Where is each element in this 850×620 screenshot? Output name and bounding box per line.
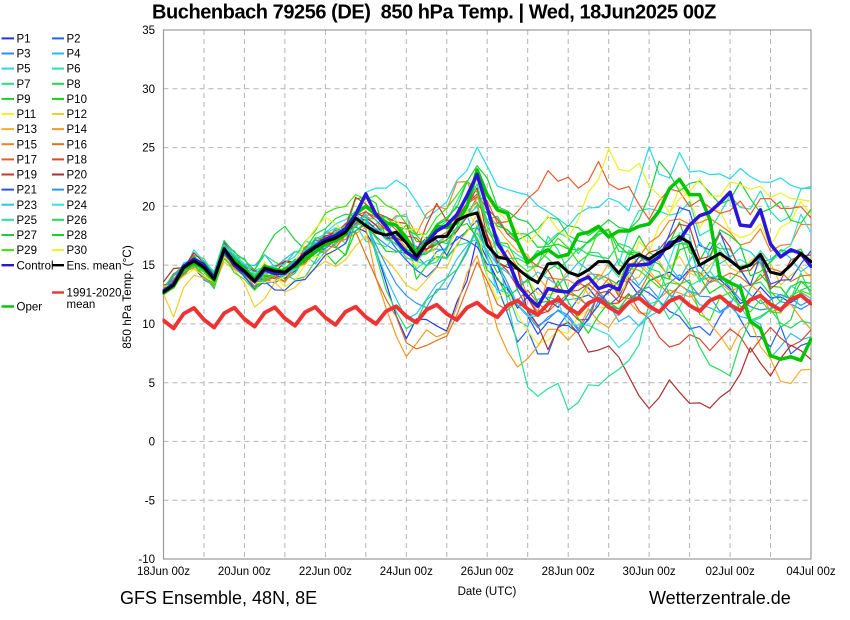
svg-text:P16: P16 bbox=[67, 139, 87, 151]
svg-text:04Jul 00z: 04Jul 00z bbox=[786, 566, 835, 578]
svg-text:P1: P1 bbox=[17, 34, 31, 46]
svg-text:P6: P6 bbox=[67, 64, 81, 76]
svg-text:P19: P19 bbox=[17, 170, 37, 182]
svg-text:P18: P18 bbox=[67, 155, 87, 167]
svg-text:P11: P11 bbox=[17, 109, 37, 121]
svg-text:Ens. mean: Ens. mean bbox=[67, 260, 122, 272]
svg-text:P22: P22 bbox=[67, 185, 87, 197]
svg-text:P3: P3 bbox=[17, 49, 31, 61]
svg-text:Control: Control bbox=[17, 260, 54, 272]
svg-text:24Jun 00z: 24Jun 00z bbox=[380, 566, 433, 578]
svg-text:P14: P14 bbox=[67, 124, 88, 136]
svg-text:P24: P24 bbox=[67, 200, 88, 212]
svg-text:P30: P30 bbox=[67, 245, 87, 257]
svg-text:28Jun 00z: 28Jun 00z bbox=[542, 566, 595, 578]
svg-text:P13: P13 bbox=[17, 124, 37, 136]
svg-text:P20: P20 bbox=[67, 170, 87, 182]
svg-text:30: 30 bbox=[142, 84, 155, 96]
svg-text:20: 20 bbox=[142, 201, 155, 213]
svg-text:25: 25 bbox=[142, 143, 155, 155]
svg-text:P10: P10 bbox=[67, 94, 87, 106]
svg-text:Wetterzentrale.de: Wetterzentrale.de bbox=[649, 588, 791, 608]
svg-text:10: 10 bbox=[142, 319, 155, 331]
svg-text:18Jun 00z: 18Jun 00z bbox=[137, 566, 190, 578]
svg-text:P26: P26 bbox=[67, 215, 87, 227]
svg-text:5: 5 bbox=[149, 378, 155, 390]
svg-text:-10: -10 bbox=[138, 554, 155, 566]
svg-text:P2: P2 bbox=[67, 34, 81, 46]
svg-text:15: 15 bbox=[142, 260, 155, 272]
svg-text:P8: P8 bbox=[67, 79, 81, 91]
svg-text:-5: -5 bbox=[145, 495, 155, 507]
svg-text:P28: P28 bbox=[67, 230, 87, 242]
svg-text:P4: P4 bbox=[67, 49, 82, 61]
svg-text:Date (UTC): Date (UTC) bbox=[458, 586, 517, 598]
svg-text:GFS Ensemble, 48N, 8E: GFS Ensemble, 48N, 8E bbox=[120, 588, 317, 608]
svg-text:Oper: Oper bbox=[17, 302, 43, 314]
svg-text:P21: P21 bbox=[17, 185, 37, 197]
svg-text:30Jun 00z: 30Jun 00z bbox=[623, 566, 676, 578]
svg-text:P5: P5 bbox=[17, 64, 31, 76]
svg-text:35: 35 bbox=[142, 25, 155, 37]
svg-text:26Jun 00z: 26Jun 00z bbox=[461, 566, 514, 578]
svg-text:P17: P17 bbox=[17, 155, 37, 167]
svg-text:22Jun 00z: 22Jun 00z bbox=[299, 566, 352, 578]
svg-text:mean: mean bbox=[67, 299, 96, 311]
svg-text:1991-2020: 1991-2020 bbox=[67, 288, 122, 300]
svg-text:850 hPa Temp. (°C): 850 hPa Temp. (°C) bbox=[120, 245, 134, 349]
svg-text:02Jul 00z: 02Jul 00z bbox=[705, 566, 754, 578]
svg-text:20Jun 00z: 20Jun 00z bbox=[218, 566, 271, 578]
svg-text:Buchenbach 79256 (DE) 850 hPa: Buchenbach 79256 (DE) 850 hPa Temp. | We… bbox=[152, 1, 716, 23]
svg-text:P15: P15 bbox=[17, 139, 37, 151]
svg-text:P27: P27 bbox=[17, 230, 37, 242]
svg-text:P23: P23 bbox=[17, 200, 37, 212]
svg-text:P25: P25 bbox=[17, 215, 37, 227]
svg-text:P9: P9 bbox=[17, 94, 31, 106]
svg-text:0: 0 bbox=[149, 437, 155, 449]
svg-text:P12: P12 bbox=[67, 109, 87, 121]
svg-text:P29: P29 bbox=[17, 245, 37, 257]
svg-text:P7: P7 bbox=[17, 79, 31, 91]
